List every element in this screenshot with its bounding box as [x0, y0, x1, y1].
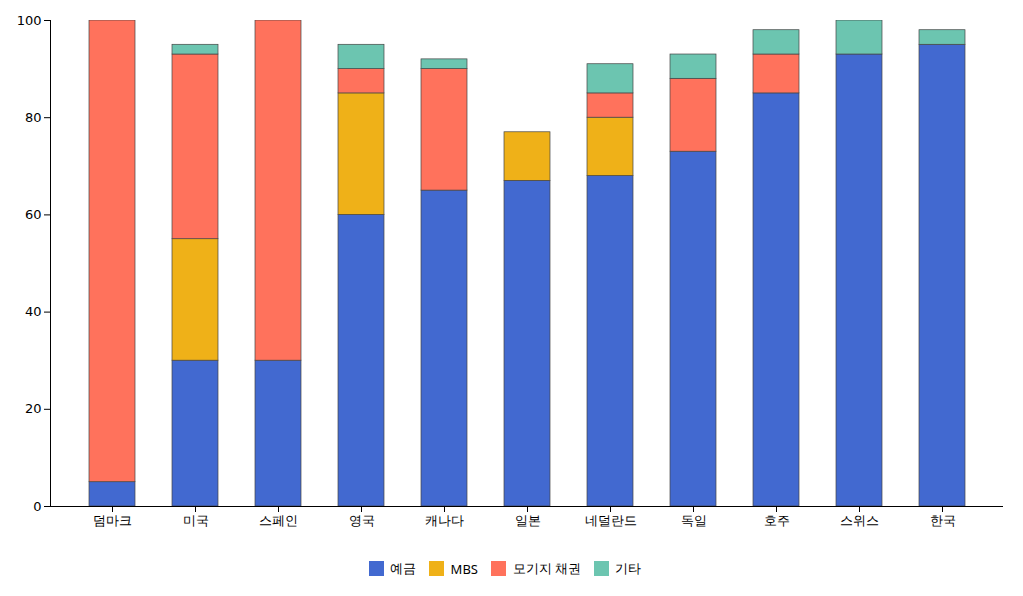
- svg-text:0: 0: [33, 499, 41, 514]
- svg-text:캐나다: 캐나다: [425, 513, 464, 528]
- svg-text:20: 20: [25, 401, 42, 416]
- svg-text:80: 80: [25, 110, 42, 125]
- svg-text:일본: 일본: [515, 513, 541, 528]
- svg-text:60: 60: [25, 207, 42, 222]
- html-text:모기지 채권: 모기지 채권: [512, 559, 581, 577]
- svg-text:스위스: 스위스: [840, 513, 879, 528]
- html-text:MBS: MBS: [450, 559, 478, 578]
- svg-text:영국: 영국: [349, 513, 375, 528]
- svg-text:네덜란드: 네덜란드: [585, 513, 637, 528]
- svg-text:100: 100: [17, 13, 42, 28]
- html-text:예금: 예금: [390, 559, 417, 577]
- svg-text:한국: 한국: [930, 513, 956, 528]
- svg-text:호주: 호주: [764, 513, 790, 528]
- svg-text:미국: 미국: [183, 513, 209, 528]
- svg-text:40: 40: [25, 304, 42, 319]
- svg-text:독일: 독일: [681, 513, 707, 528]
- svg-text:스페인: 스페인: [259, 513, 298, 528]
- svg-text:덤마크: 덤마크: [93, 513, 132, 528]
- html-text:기타: 기타: [615, 559, 642, 577]
